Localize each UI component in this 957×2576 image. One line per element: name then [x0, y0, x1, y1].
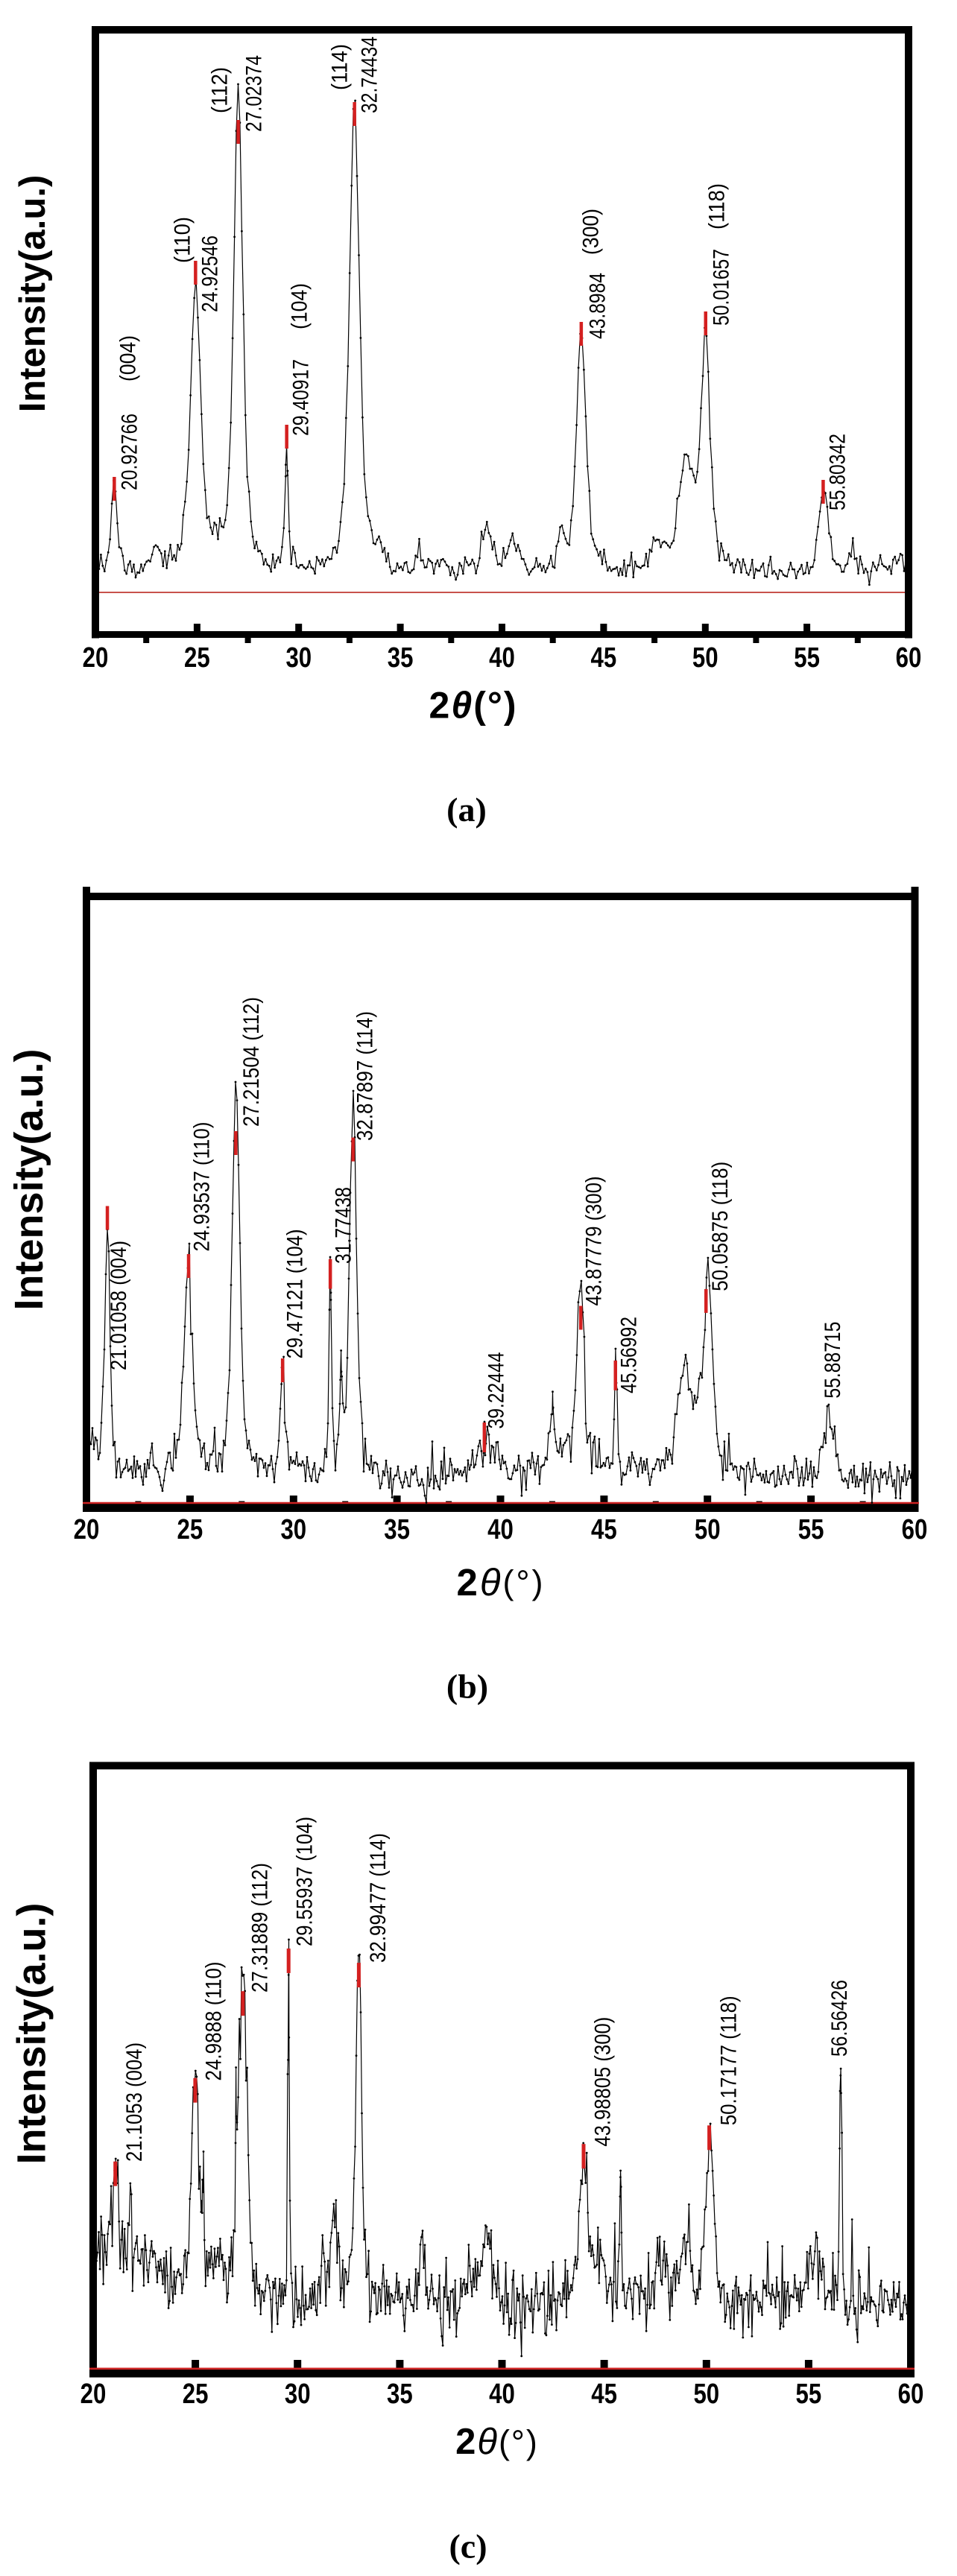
svg-text:21.01058 (004): 21.01058 (004)	[107, 1241, 131, 1370]
svg-text:2θ(°): 2θ(°)	[456, 1561, 545, 1604]
svg-text:45: 45	[591, 642, 617, 674]
svg-text:30: 30	[285, 642, 312, 674]
svg-text:60: 60	[898, 2379, 924, 2410]
svg-text:(a): (a)	[446, 791, 487, 829]
svg-text:2θ(°): 2θ(°)	[429, 685, 518, 727]
svg-text:31.77438: 31.77438	[332, 1187, 356, 1264]
svg-text:55: 55	[798, 1514, 824, 1545]
svg-text:50: 50	[695, 1514, 721, 1545]
svg-text:25: 25	[183, 2379, 209, 2410]
svg-text:(004): (004)	[116, 335, 141, 382]
svg-text:43.87779 (300): 43.87779 (300)	[582, 1177, 607, 1306]
svg-text:55: 55	[794, 642, 820, 674]
svg-text:50: 50	[693, 2379, 719, 2410]
svg-text:60: 60	[902, 1514, 928, 1545]
svg-text:45: 45	[591, 1514, 617, 1545]
svg-text:35: 35	[387, 2379, 413, 2410]
svg-text:25: 25	[184, 642, 210, 674]
svg-text:45.56992: 45.56992	[617, 1317, 642, 1393]
svg-text:20.92766: 20.92766	[118, 414, 142, 490]
svg-text:2θ(°): 2θ(°)	[455, 2422, 539, 2462]
svg-text:35: 35	[384, 1514, 410, 1545]
svg-text:56.56426: 56.56426	[827, 1980, 852, 2057]
svg-text:(300): (300)	[579, 209, 604, 255]
svg-text:50.01657: 50.01657	[710, 249, 734, 326]
svg-text:50: 50	[692, 642, 718, 674]
svg-text:50.17177 (118): 50.17177 (118)	[716, 1996, 741, 2125]
svg-text:(b): (b)	[446, 1668, 488, 1706]
svg-text:45: 45	[591, 2379, 617, 2410]
svg-text:60: 60	[896, 642, 922, 674]
svg-text:40: 40	[489, 2379, 515, 2410]
svg-text:27.02374: 27.02374	[242, 55, 267, 132]
svg-text:20: 20	[80, 2379, 107, 2410]
svg-text:(112): (112)	[208, 67, 233, 113]
svg-text:30: 30	[285, 2379, 311, 2410]
svg-text:29.40917: 29.40917	[289, 359, 314, 436]
svg-text:(118): (118)	[705, 183, 730, 230]
svg-text:21.1053 (004): 21.1053 (004)	[122, 2042, 147, 2162]
svg-text:Intensity(a.u.): Intensity(a.u.)	[10, 1902, 54, 2164]
svg-text:20: 20	[83, 642, 109, 674]
svg-text:29.47121 (104): 29.47121 (104)	[283, 1229, 308, 1358]
svg-text:39.22444: 39.22444	[484, 1352, 509, 1429]
svg-text:43.98805 (300): 43.98805 (300)	[590, 2017, 615, 2147]
svg-text:20: 20	[74, 1514, 100, 1545]
svg-text:55: 55	[796, 2379, 822, 2410]
svg-text:50.05875 (118): 50.05875 (118)	[708, 1162, 733, 1291]
svg-text:32.87897 (114): 32.87897 (114)	[353, 1011, 378, 1141]
svg-text:(104): (104)	[288, 283, 312, 329]
svg-text:25: 25	[177, 1514, 203, 1545]
svg-text:29.55937 (104): 29.55937 (104)	[293, 1817, 318, 1946]
svg-text:32.74434: 32.74434	[358, 37, 382, 113]
svg-text:27.31889 (112): 27.31889 (112)	[248, 1863, 273, 1993]
svg-text:30: 30	[280, 1514, 306, 1545]
svg-text:Intensity(a.u.): Intensity(a.u.)	[13, 175, 53, 413]
svg-text:27.21504 (112): 27.21504 (112)	[239, 997, 264, 1127]
svg-text:43.8984: 43.8984	[586, 273, 610, 339]
svg-text:32.99477 (114): 32.99477 (114)	[366, 1833, 391, 1963]
svg-text:40: 40	[487, 1514, 514, 1545]
svg-text:24.9888 (110): 24.9888 (110)	[202, 1962, 227, 2081]
svg-text:35: 35	[388, 642, 414, 674]
svg-text:(110): (110)	[171, 217, 195, 263]
svg-text:55.80342: 55.80342	[826, 434, 850, 510]
svg-text:40: 40	[489, 642, 515, 674]
svg-text:24.93537 (110): 24.93537 (110)	[190, 1122, 215, 1252]
svg-text:24.92546: 24.92546	[198, 235, 223, 312]
svg-text:55.88715: 55.88715	[821, 1322, 845, 1399]
svg-text:(114): (114)	[328, 44, 353, 90]
svg-text:Intensity(a.u.): Intensity(a.u.)	[7, 1048, 51, 1310]
svg-text:(c): (c)	[449, 2528, 487, 2566]
